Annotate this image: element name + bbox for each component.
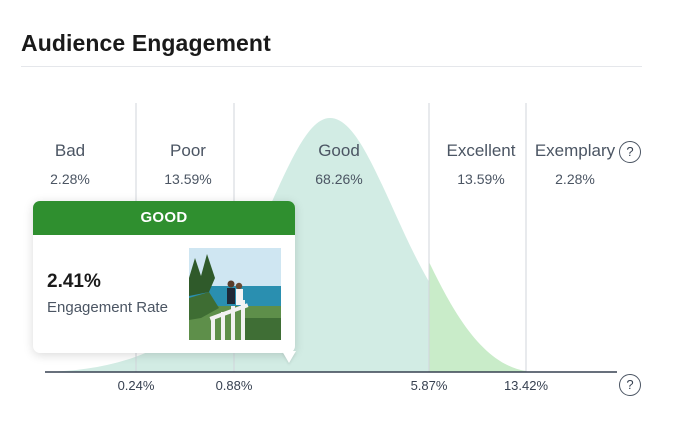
category-exemplary: Exemplary 2.28% [520, 141, 630, 187]
engagement-tooltip: GOOD 2.41% Engagement Rate [33, 201, 296, 363]
tooltip-engagement-value: 2.41% [47, 271, 101, 292]
question-circle-icon[interactable]: ? [619, 374, 641, 396]
category-poor: Poor 13.59% [133, 141, 243, 187]
page-title: Audience Engagement [21, 30, 271, 56]
couple-beach-photo [189, 248, 281, 340]
tooltip-pointer [282, 351, 296, 363]
category-excellent: Excellent 13.59% [426, 141, 536, 187]
category-bad: Bad 2.28% [15, 141, 125, 187]
threshold-label: 13.42% [503, 378, 549, 393]
category-good-share: 68.26% [315, 171, 363, 187]
category-good-name: Good [318, 141, 360, 160]
title-divider [21, 66, 642, 67]
question-circle-icon[interactable]: ? [619, 141, 641, 163]
tooltip-category-header: GOOD [33, 201, 295, 235]
category-bad-name: Bad [54, 141, 86, 160]
category-poor-name: Poor [170, 141, 206, 160]
category-excellent-share: 13.59% [457, 171, 505, 187]
threshold-label: 0.24% [117, 378, 155, 393]
excellent-region [429, 262, 526, 372]
category-exemplary-name: Exemplary [534, 141, 616, 160]
category-good: Good 68.26% [284, 141, 394, 187]
category-bad-share: 2.28% [50, 171, 90, 187]
tooltip-metric-label: Engagement Rate [47, 299, 168, 316]
category-poor-share: 13.59% [164, 171, 212, 187]
threshold-label: 0.88% [215, 378, 253, 393]
category-excellent-name: Excellent [446, 141, 516, 160]
category-exemplary-share: 2.28% [555, 171, 595, 187]
threshold-label: 5.87% [410, 378, 448, 393]
post-thumbnail[interactable] [189, 248, 281, 340]
